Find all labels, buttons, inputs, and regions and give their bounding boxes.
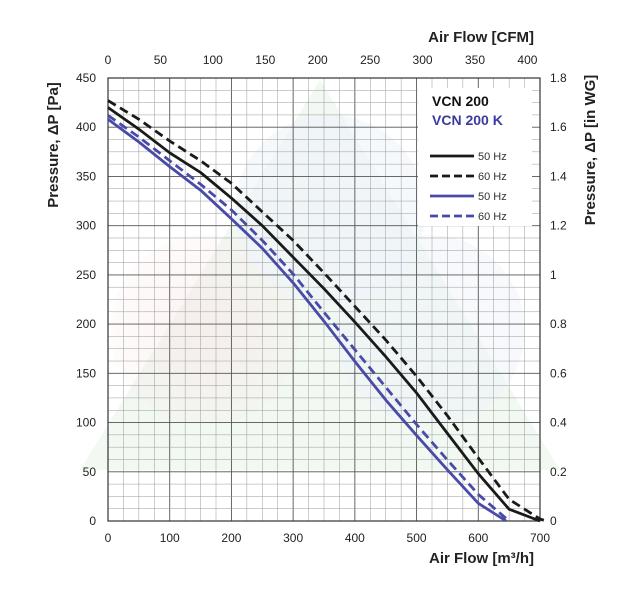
y-right-axis-title: Pressure, ΔP [in WG] [582,75,599,226]
legend: VCN 200 VCN 200 K 50 Hz 60 Hz 50 Hz 60 Hz [418,88,532,226]
y-left-tick-label: 100 [76,416,96,430]
y-right-tick-label: 1.2 [550,219,567,233]
y-right-tick-label: 0.4 [550,416,567,430]
y-left-tick-label: 150 [76,366,96,380]
y-right-tick-label: 0.6 [550,366,567,380]
y-right-tick-label: 1.4 [550,169,567,183]
legend-entry-label: 50 Hz [478,151,507,163]
x-top-tick-label: 350 [465,53,485,67]
x-bottom-tick-label: 700 [530,531,550,545]
x-top-tick-label: 300 [413,53,433,67]
x-top-axis-title: Air Flow [CFM] [428,29,534,46]
series-layer [107,99,547,523]
x-bottom-axis-title: Air Flow [m³/h] [429,550,534,567]
x-bottom-tick-label: 300 [283,531,303,545]
y-left-tick-label: 50 [83,465,97,479]
legend-entry-label: 50 Hz [478,191,507,203]
y-left-tick-label: 350 [76,169,96,183]
legend-group-title: VCN 200 [432,93,489,109]
x-top-tick-label: 0 [105,53,112,67]
x-top-tick-label: 150 [255,53,275,67]
plot-frame [107,77,541,522]
y-right-tick-label: 0.2 [550,465,567,479]
x-bottom-tick-label: 0 [105,531,112,545]
y-right-tick-label: 1 [550,268,557,282]
x-bottom-tick-label: 100 [160,531,180,545]
x-bottom-tick-label: 400 [345,531,365,545]
x-top-tick-label: 250 [360,53,380,67]
x-bottom-tick-label: 500 [407,531,427,545]
y-left-tick-label: 300 [76,219,96,233]
x-top-tick-label: 100 [203,53,223,67]
plot-border [107,77,541,522]
series-line-vcn-200-60hz [107,99,547,523]
y-right-tick-label: 0.8 [550,317,567,331]
y-left-tick-label: 400 [76,120,96,134]
y-left-tick-label: 450 [76,71,96,85]
y-right-tick-label: 0 [550,514,557,528]
y-right-tick-label: 1.6 [550,120,567,134]
series-line-vcn-200-k-60hz [107,114,511,523]
y-right-tick-label: 1.8 [550,71,567,85]
x-bottom-tick-label: 200 [221,531,241,545]
x-top-tick-label: 50 [154,53,168,67]
x-bottom-tick-label: 600 [468,531,488,545]
y-left-tick-label: 250 [76,268,96,282]
x-top-tick-label: 200 [308,53,328,67]
y-left-tick-label: 0 [89,514,96,528]
y-left-axis-title: Pressure, ΔP [Pa] [45,82,62,208]
legend-entry-label: 60 Hz [478,211,507,223]
y-left-tick-label: 200 [76,317,96,331]
x-top-tick-label: 400 [517,53,537,67]
legend-entry-label: 60 Hz [478,171,507,183]
series-line-vcn-200-50hz [107,106,541,523]
series-line-vcn-200-k-50hz [107,118,507,523]
legend-group-title: VCN 200 K [432,112,503,128]
